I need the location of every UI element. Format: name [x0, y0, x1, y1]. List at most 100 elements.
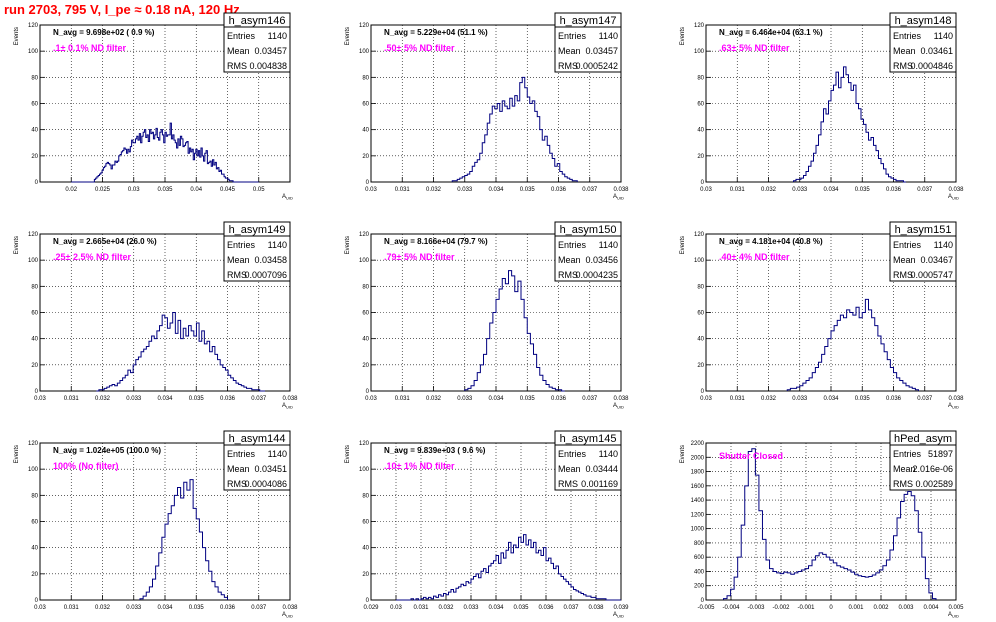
- stats-title: h_asym144: [229, 433, 286, 445]
- y-tick-label: 120: [28, 232, 39, 238]
- x-tick-label: 0.034: [823, 396, 839, 402]
- y-tick-label: 60: [31, 311, 38, 317]
- y-tick-label: 40: [362, 546, 369, 552]
- stats-key: Entries: [227, 240, 256, 250]
- x-tick-label: 0.039: [613, 605, 629, 611]
- x-tick-label: 0.03: [365, 396, 377, 402]
- x-tick-label: 0.032: [761, 396, 777, 402]
- x-tick-label: 0.036: [551, 396, 567, 402]
- x-tick-label: 0.032: [95, 605, 111, 611]
- stats-box: [223, 430, 291, 491]
- x-tick-label: 0.038: [948, 187, 964, 193]
- y-tick-label: 60: [697, 102, 704, 108]
- x-tick-label: 0.034: [488, 396, 504, 402]
- stats-value: 0.0005747: [910, 270, 953, 280]
- y-tick-label: 20: [31, 572, 38, 578]
- y-tick-label: 20: [362, 572, 369, 578]
- x-tick-label: 0: [829, 605, 833, 611]
- y-tick-label: 0: [35, 180, 39, 186]
- x-tick-label: -0.005: [697, 605, 715, 611]
- y-tick-label: 1000: [691, 527, 705, 533]
- y-tick-label: 0: [701, 598, 705, 604]
- y-tick-label: 0: [366, 598, 370, 604]
- histogram-panel: 0.03 0.031 0.032 0.033 0.034 0.035 0.036 0.037 0…: [14, 430, 298, 619]
- stats-value: 0.03467: [920, 255, 953, 265]
- y-tick-label: 2200: [691, 441, 705, 447]
- x-tick-label: 0.035: [520, 187, 536, 193]
- y-tick-label: 80: [31, 75, 38, 81]
- x-tick-label: 0.03: [34, 605, 46, 611]
- x-tick-label: 0.034: [823, 187, 839, 193]
- y-tick-label: 60: [362, 520, 369, 526]
- y-axis-title: Events: [14, 445, 20, 463]
- stats-value: 0.004838: [249, 61, 287, 71]
- y-tick-label: 120: [694, 23, 705, 29]
- stats-title: hPed_asym: [894, 433, 952, 445]
- histogram-panel: 0.029 0.03 0.031 0.032 0.033 0.034 0.035 0.036 0…: [345, 430, 629, 619]
- x-tick-label: 0.02: [65, 187, 77, 193]
- y-tick-label: 200: [694, 584, 705, 590]
- x-tick-label: 0.038: [613, 396, 629, 402]
- y-tick-label: 0: [35, 389, 39, 395]
- y-tick-label: 20: [697, 363, 704, 369]
- x-tick-label: 0.032: [761, 187, 777, 193]
- y-tick-label: 40: [697, 337, 704, 343]
- x-tick-label: 0.031: [64, 396, 80, 402]
- y-tick-label: 100: [359, 467, 370, 473]
- y-tick-label: 40: [362, 128, 369, 134]
- stats-key: Entries: [558, 240, 587, 250]
- stats-key: RMS: [227, 270, 247, 280]
- stats-key: RMS: [227, 479, 247, 489]
- x-tick-label: 0.037: [251, 396, 267, 402]
- y-tick-label: 60: [31, 102, 38, 108]
- stats-value: 2.016e-06: [912, 464, 953, 474]
- x-axis-title: AUID: [613, 403, 624, 410]
- stats-key: Mean: [227, 255, 250, 265]
- y-tick-label: 100: [694, 49, 705, 55]
- stats-title: h_asym150: [560, 224, 617, 236]
- navg-label: N_avg = 1.024e+05 (100.0 %): [53, 446, 161, 455]
- x-tick-label: 0.038: [282, 396, 298, 402]
- x-tick-label: 0.036: [538, 605, 554, 611]
- y-tick-label: 600: [694, 555, 705, 561]
- navg-label: N_avg = 4.181e+04 (40.8 %): [719, 237, 823, 246]
- y-tick-label: 100: [359, 49, 370, 55]
- x-tick-label: 0.038: [613, 187, 629, 193]
- x-tick-label: 0.05: [253, 187, 265, 193]
- stats-value: 1140: [268, 240, 287, 250]
- x-tick-label: -0.004: [722, 605, 740, 611]
- y-tick-label: 1400: [691, 498, 705, 504]
- y-tick-label: 80: [362, 284, 369, 290]
- stats-key: RMS: [227, 61, 247, 71]
- histogram-line: [723, 448, 937, 600]
- y-tick-label: 800: [694, 541, 705, 547]
- x-tick-label: 0.03: [700, 396, 712, 402]
- stats-value: 0.002589: [915, 479, 953, 489]
- y-axis-title: Events: [680, 445, 686, 463]
- y-tick-label: 80: [697, 284, 704, 290]
- x-tick-label: 0.029: [363, 605, 379, 611]
- stats-value: 0.0007096: [244, 270, 287, 280]
- stats-key: Mean: [893, 464, 916, 474]
- y-tick-label: 80: [362, 75, 369, 81]
- x-tick-label: 0.031: [413, 605, 429, 611]
- stats-box: [889, 221, 957, 282]
- filter-label: .25± 2.5% ND filter: [53, 252, 131, 262]
- x-tick-label: 0.036: [551, 187, 567, 193]
- y-tick-label: 2000: [691, 455, 705, 461]
- y-tick-label: 40: [31, 337, 38, 343]
- stats-key: Entries: [227, 449, 256, 459]
- y-tick-label: 0: [366, 180, 370, 186]
- stats-key: Mean: [893, 46, 916, 56]
- stats-value: 0.0005242: [575, 61, 618, 71]
- y-axis-title: Events: [345, 236, 351, 254]
- x-axis-title: AUID: [948, 612, 959, 619]
- x-tick-label: 0.035: [855, 187, 871, 193]
- stats-value: 0.03451: [254, 464, 287, 474]
- y-tick-label: 40: [697, 128, 704, 134]
- stats-value: 0.03457: [254, 46, 287, 56]
- y-tick-label: 20: [31, 363, 38, 369]
- stats-title: h_asym146: [229, 15, 286, 27]
- y-tick-label: 20: [362, 154, 369, 160]
